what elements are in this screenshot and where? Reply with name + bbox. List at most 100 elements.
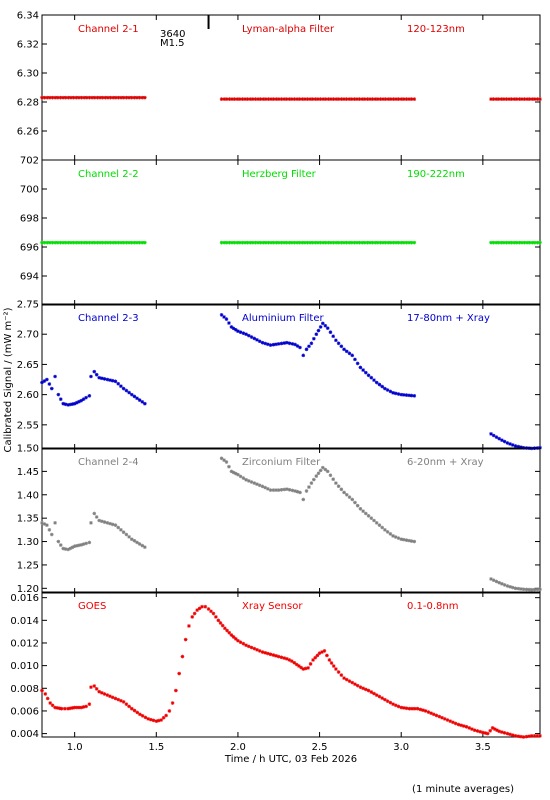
data-point (271, 653, 276, 657)
data-point (432, 712, 436, 717)
data-point (412, 240, 417, 245)
data-point (504, 240, 509, 245)
data-point (257, 649, 262, 653)
data-point (325, 469, 330, 474)
data-point (509, 97, 514, 101)
data-point (247, 333, 251, 338)
data-point (42, 240, 47, 245)
data-point (308, 240, 312, 245)
data-point (485, 731, 490, 736)
data-point (269, 240, 273, 245)
averaging-footnote: (1 minute averages) (412, 784, 514, 795)
data-point (502, 439, 507, 444)
data-point (357, 240, 362, 245)
data-point (520, 97, 524, 101)
data-point (227, 321, 231, 325)
data-point (355, 97, 359, 101)
data-point (143, 545, 147, 549)
data-point (105, 377, 110, 382)
data-point (316, 471, 321, 476)
data-point (490, 726, 495, 730)
data-point (393, 391, 398, 396)
data-point (47, 528, 52, 532)
data-point (238, 474, 243, 479)
x-tick-label: 3.5 (475, 742, 491, 753)
data-point (241, 476, 246, 480)
data-point (516, 444, 521, 449)
data-point (222, 458, 226, 462)
y-tick-label: 1.30 (17, 537, 39, 548)
series-points (40, 456, 542, 592)
data-point (520, 240, 524, 245)
data-point (353, 682, 357, 686)
data-point (140, 714, 145, 718)
data-point (97, 518, 101, 523)
data-point (508, 584, 512, 589)
event-label-m15: M1.5 (160, 38, 185, 49)
data-point (127, 240, 131, 245)
data-point (77, 95, 81, 100)
data-point (519, 734, 523, 739)
data-point (535, 97, 540, 101)
data-point (231, 635, 236, 639)
data-point (258, 97, 263, 101)
data-point (89, 374, 93, 379)
data-point (313, 97, 318, 101)
data-point (48, 240, 52, 245)
data-point (360, 97, 365, 101)
data-point (271, 240, 276, 245)
data-point (366, 688, 371, 693)
data-point (535, 240, 540, 245)
data-point (394, 240, 398, 245)
data-point (339, 97, 344, 101)
y-tick-label: 6.26 (17, 127, 39, 138)
data-point (329, 661, 334, 665)
data-point (360, 240, 365, 245)
data-point (470, 727, 474, 731)
data-point (386, 97, 391, 101)
data-point (514, 97, 519, 101)
data-point (517, 240, 522, 245)
data-point (40, 95, 44, 100)
data-point (50, 95, 55, 100)
data-point (82, 95, 87, 100)
data-point (297, 240, 302, 245)
data-point (331, 97, 336, 101)
data-point (79, 398, 83, 403)
data-point (538, 97, 542, 101)
data-point (227, 464, 231, 469)
data-point (119, 95, 123, 100)
data-point (187, 624, 191, 628)
data-point (336, 240, 341, 245)
data-point (295, 344, 300, 348)
data-point (399, 705, 404, 710)
data-point (42, 522, 47, 526)
data-point (244, 478, 248, 482)
data-point (227, 630, 232, 635)
data-point (287, 658, 292, 662)
data-point (224, 317, 229, 321)
data-point (77, 543, 81, 548)
data-point (404, 538, 409, 542)
data-point (342, 490, 346, 495)
data-point (505, 441, 510, 445)
x-axis-title: Time / h UTC, 03 Feb 2026 (224, 754, 357, 765)
data-point (256, 97, 260, 101)
y-axis-title: Calibrated Signal / (mW m⁻²) (3, 307, 14, 452)
data-point (396, 536, 401, 540)
data-point (56, 539, 61, 544)
data-point (216, 618, 221, 623)
data-point (274, 654, 278, 658)
data-point (276, 654, 281, 659)
data-point (111, 240, 116, 245)
data-point (240, 97, 245, 101)
data-point (535, 734, 540, 738)
data-point (53, 95, 57, 100)
data-point (287, 487, 292, 492)
data-point (329, 240, 333, 245)
data-point (325, 326, 330, 330)
data-point (87, 540, 92, 545)
x-tick-label: 3.0 (393, 742, 409, 753)
data-point (299, 665, 303, 670)
y-tick-label: 0.006 (10, 706, 39, 717)
